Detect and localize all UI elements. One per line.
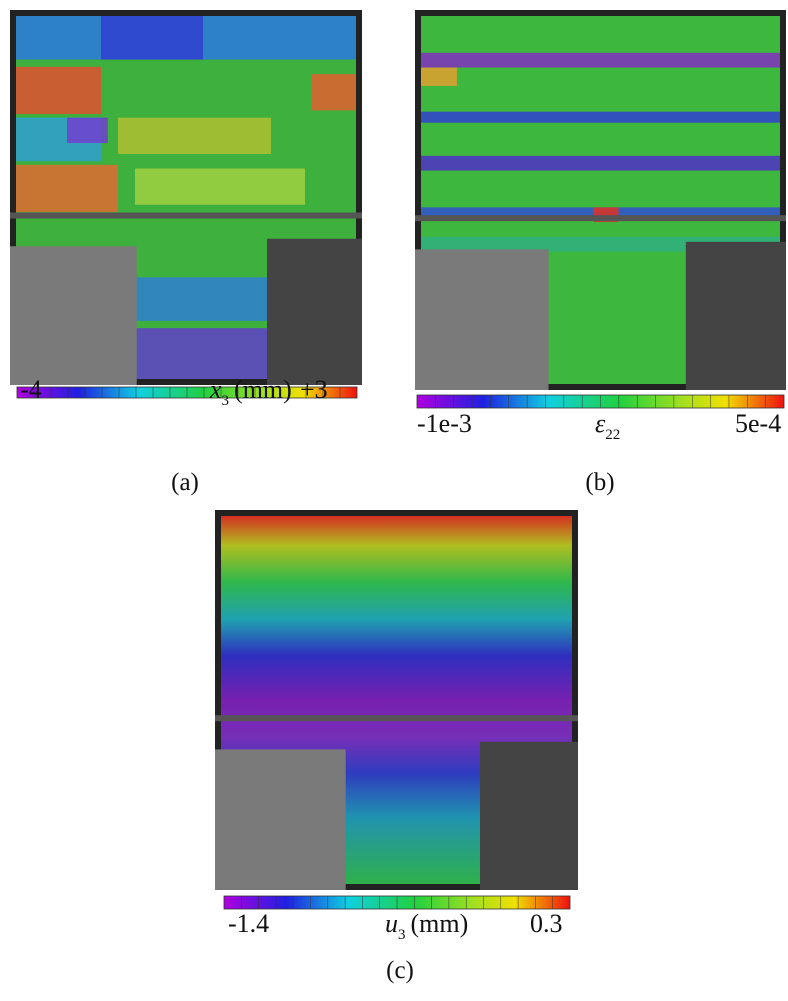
- quantity-subscript: 3: [398, 927, 406, 943]
- field-patch: [421, 111, 780, 123]
- quantity-unit: (mm): [234, 375, 292, 404]
- field-patch: [101, 16, 203, 60]
- field-patch: [135, 168, 305, 205]
- colorbar-quantity: ε22: [595, 409, 620, 443]
- panel-caption: (b): [585, 469, 614, 496]
- support-block-right: [479, 741, 578, 890]
- support-block-right: [685, 241, 786, 390]
- field-patch: [118, 117, 271, 154]
- field-patch: [16, 164, 118, 213]
- support-block-left: [10, 246, 137, 385]
- panel: -4 +3 x3 (mm) (a): [10, 10, 362, 496]
- quantity-symbol: x: [209, 375, 222, 404]
- colorbar-min-label: -4: [20, 375, 42, 404]
- panel: -1e-3 5e-4 ε22 (b): [415, 10, 786, 496]
- field-patch: [67, 117, 108, 144]
- colorbar-quantity: x3 (mm): [209, 375, 292, 409]
- field-patch: [421, 67, 457, 86]
- quantity-symbol: ε: [595, 409, 606, 438]
- colorbar-max-label: 0.3: [530, 909, 563, 938]
- frame-beam: [415, 215, 786, 222]
- support-block-right: [266, 238, 362, 385]
- field-patch: [421, 52, 780, 68]
- quantity-subscript: 3: [222, 393, 230, 409]
- colorbar-min-label: -1.4: [228, 909, 269, 938]
- quantity-symbol: u: [385, 909, 398, 938]
- field-patch: [311, 74, 356, 111]
- quantity-subscript: 22: [605, 427, 620, 443]
- colorbar-min-label: -1e-3: [417, 409, 472, 438]
- field-patch: [16, 66, 101, 115]
- colorbar-max-label: 5e-4: [735, 409, 781, 438]
- frame-beam: [10, 212, 362, 219]
- panel: -1.4 0.3 u3 (mm) (c): [215, 510, 578, 984]
- quantity-unit: (mm): [411, 909, 469, 938]
- support-block-left: [415, 249, 549, 390]
- field-patch: [118, 277, 271, 321]
- colorbar-max-label: +3: [300, 375, 328, 404]
- support-block-left: [215, 749, 346, 890]
- frame-beam: [215, 715, 578, 722]
- field-patch: [421, 155, 780, 171]
- field-patch: [118, 328, 271, 379]
- panel-caption: (c): [386, 957, 414, 984]
- colorbar-quantity: u3 (mm): [385, 909, 468, 943]
- panel-caption: (a): [171, 469, 199, 496]
